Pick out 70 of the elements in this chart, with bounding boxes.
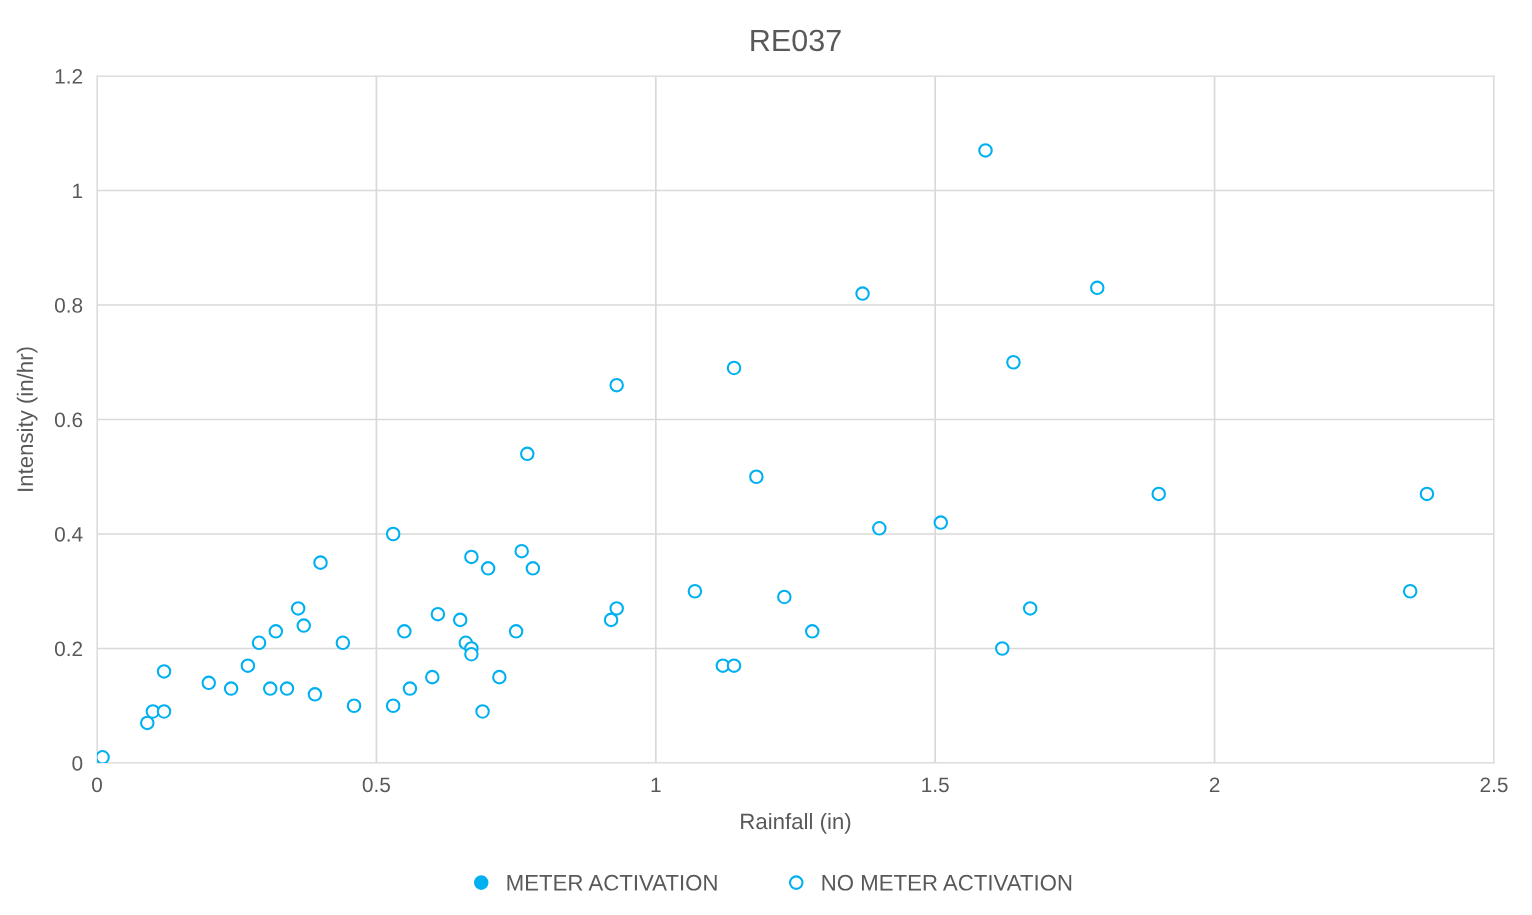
- point: [223, 681, 239, 696]
- point: [385, 526, 401, 542]
- point: [385, 698, 401, 713]
- point: [514, 543, 529, 559]
- x-axis-title: Rainfall (in): [741, 812, 851, 834]
- point: [726, 360, 742, 376]
- point: [402, 681, 418, 696]
- point: [290, 601, 306, 616]
- point: [1006, 355, 1021, 370]
- legend-label: METER ACTIVATION: [507, 874, 717, 891]
- point: [609, 601, 624, 616]
- point: [508, 624, 524, 639]
- point: [201, 675, 217, 691]
- point: [609, 377, 624, 393]
- y-axis-title: Intensity (in/hr): [16, 347, 38, 491]
- point: [726, 658, 742, 673]
- point: [335, 635, 351, 651]
- point: [464, 549, 479, 565]
- point: [520, 446, 535, 462]
- point: [140, 715, 155, 731]
- y-tick-label: 1: [73, 183, 83, 199]
- y-tick-label: 0.8: [54, 298, 83, 313]
- point: [296, 618, 312, 633]
- x-tick-label: 1: [651, 777, 661, 792]
- point: [805, 624, 820, 639]
- y-tick-label: 0.2: [54, 641, 83, 657]
- x-tick-label: 1.5: [922, 777, 949, 793]
- point: [425, 669, 440, 685]
- point: [1151, 486, 1166, 502]
- legend-label: NO METER ACTIVATION: [822, 874, 1072, 891]
- point: [1022, 601, 1038, 616]
- point: [749, 469, 764, 484]
- y-tick-label: 0: [72, 756, 83, 771]
- x-tick-label: 0.5: [362, 777, 391, 793]
- point: [995, 641, 1010, 656]
- x-tick-label: 2: [1209, 777, 1220, 792]
- point: [346, 698, 362, 713]
- point: [978, 143, 993, 158]
- point: [525, 561, 541, 576]
- point: [464, 646, 479, 662]
- point: [156, 664, 172, 679]
- point: [1419, 486, 1435, 502]
- chart-title: RE037: [751, 29, 841, 52]
- point: [777, 589, 792, 605]
- point: [251, 635, 267, 651]
- point: [268, 624, 284, 639]
- point: [1090, 280, 1105, 296]
- point: [855, 286, 870, 301]
- point: [313, 555, 328, 570]
- point: [307, 687, 323, 702]
- point: [397, 624, 412, 639]
- point: [475, 704, 490, 719]
- point: [156, 704, 172, 719]
- point: [1402, 584, 1418, 599]
- y-tick-label: 1.2: [55, 69, 83, 84]
- point: [603, 612, 619, 628]
- point: [240, 658, 256, 673]
- point: [687, 584, 703, 599]
- point: [452, 612, 468, 628]
- x-tick-label: 2.5: [1480, 777, 1508, 793]
- point: [492, 669, 507, 685]
- point: [872, 521, 887, 536]
- point: [279, 681, 295, 696]
- point: [262, 681, 278, 696]
- point: [480, 561, 496, 576]
- point: [933, 515, 949, 530]
- point: [430, 606, 446, 622]
- x-tick-label: 0: [92, 777, 102, 793]
- y-tick-label: 0.6: [54, 412, 83, 428]
- y-tick-label: 0.4: [54, 527, 83, 542]
